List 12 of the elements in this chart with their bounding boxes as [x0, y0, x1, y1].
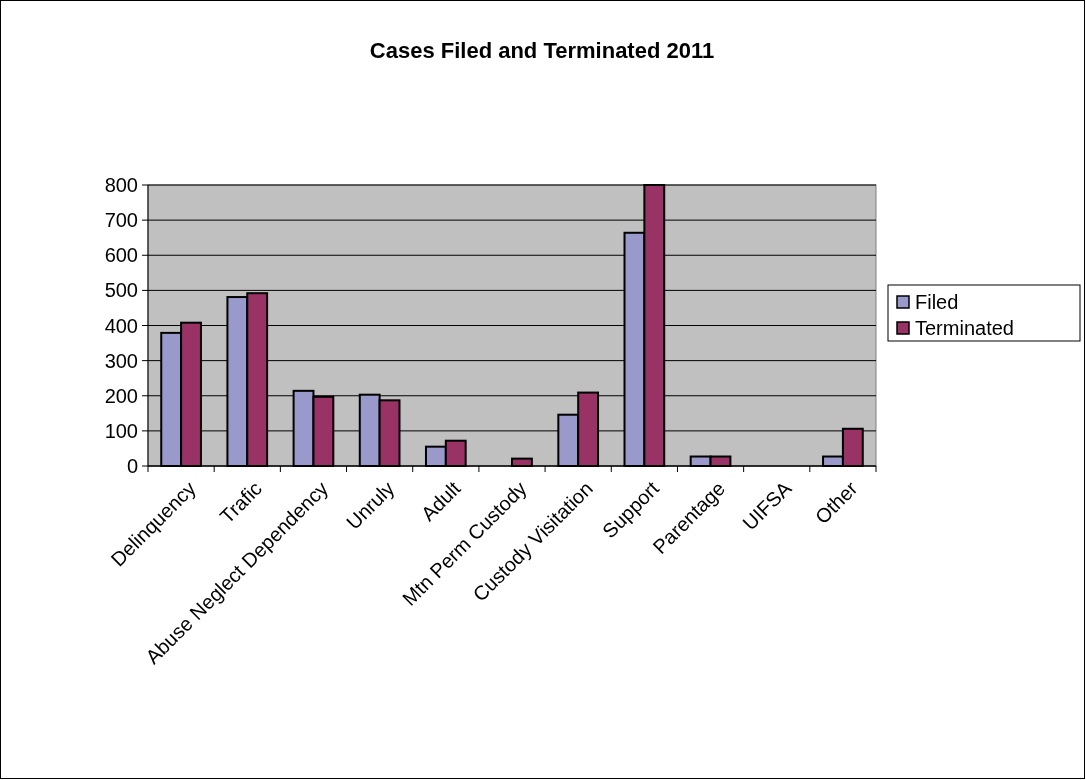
chart-title: Cases Filed and Terminated 2011 — [369, 38, 715, 63]
legend-label: Filed — [915, 291, 959, 313]
y-tick-label: 700 — [104, 209, 138, 232]
y-tick-label: 800 — [104, 174, 138, 196]
y-tick-label: 500 — [104, 279, 138, 302]
y-tick-label: 0 — [126, 455, 138, 477]
y-tick-label: 200 — [104, 384, 138, 407]
y-tick-label: 300 — [104, 349, 138, 372]
y-tick-label: 100 — [104, 419, 138, 442]
y-tick-label: 400 — [104, 314, 138, 337]
legend-label: Terminated — [915, 317, 1014, 339]
y-tick-label: 600 — [104, 244, 138, 267]
